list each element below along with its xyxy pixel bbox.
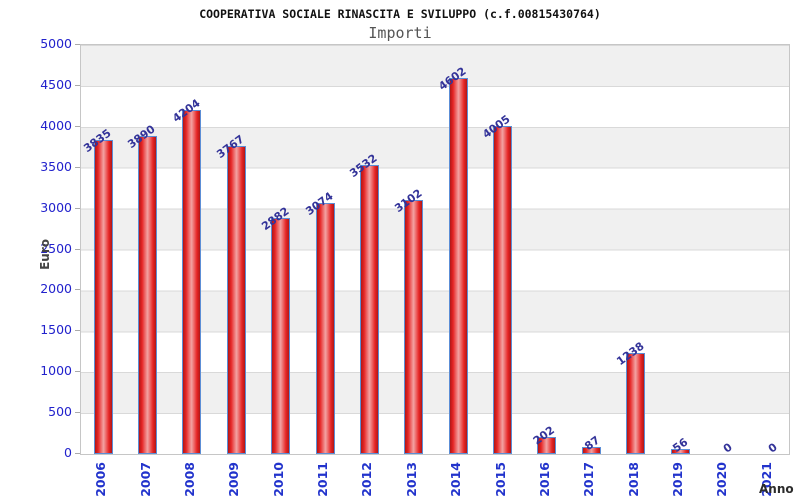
bar-2010 [271,218,291,454]
x-tick-label-2012: 2012 [359,462,375,497]
x-tick-label-2006: 2006 [93,462,109,497]
x-tick-label-2016: 2016 [536,462,552,497]
y-tick-mark [75,125,80,127]
bar-2016 [537,437,557,454]
bar-2018 [626,353,646,454]
x-tick-label-2018: 2018 [625,462,641,497]
y-axis-title: Euro [38,239,52,270]
x-tick-label-2008: 2008 [181,462,197,497]
x-tick-label-2019: 2019 [670,462,686,497]
y-tick-mark [75,412,80,414]
x-tick-label-2013: 2013 [403,462,419,497]
x-tick-label-2010: 2010 [270,462,286,497]
y-tick-mark [75,330,80,332]
bar-2006 [93,140,113,454]
plot-area: 3835 3890 4204 3767 2882 3074 3532 3102 4602 4005… [80,44,790,456]
x-tick-label-2017: 2017 [581,462,597,497]
y-tick-mark [75,207,80,209]
bar-2019 [670,449,690,454]
y-tick-mark [75,44,80,45]
bar-2017 [581,447,601,454]
y-tick-mark [75,248,80,250]
x-tick-label-2007: 2007 [137,462,153,497]
y-tick-mark [75,289,80,291]
chart-title: COOPERATIVA SOCIALE RINASCITA E SVILUPPO… [199,7,601,21]
y-tick-mark [75,371,80,373]
bar-2015 [493,126,513,454]
y-tick-label: 2000 [40,281,72,297]
y-tick-label: 1000 [40,363,72,379]
bar-value-label: 0 [765,440,780,456]
y-tick-label: 3500 [40,158,72,174]
y-tick-label: 1500 [40,322,72,338]
y-tick-mark [75,84,80,86]
y-tick-label: 4000 [40,117,72,133]
bar-2014 [448,78,468,454]
chart-subtitle: Importi [368,24,432,42]
x-tick-label-2020: 2020 [714,462,730,497]
bar-2009 [226,146,246,454]
y-tick-mark [75,166,80,168]
y-tick-label: 0 [64,445,72,460]
y-tick-label: 500 [48,404,72,420]
x-tick-label-2015: 2015 [492,462,508,497]
y-tick-label: 4500 [40,76,72,92]
y-tick-mark [75,453,80,454]
x-axis-title: Anno [759,482,794,496]
bar-2011 [315,203,335,454]
bar-2008 [182,110,202,454]
y-tick-label: 3000 [40,199,72,215]
bar-value-label: 0 [721,440,735,456]
bar-2007 [138,136,158,454]
x-tick-label-2011: 2011 [315,462,331,497]
bar-2012 [359,165,379,454]
bar-2013 [404,200,424,454]
y-tick-label: 2500 [40,240,72,256]
x-tick-label-2009: 2009 [226,462,242,497]
y-tick-label: 5000 [40,36,72,51]
x-tick-label-2014: 2014 [448,462,464,497]
